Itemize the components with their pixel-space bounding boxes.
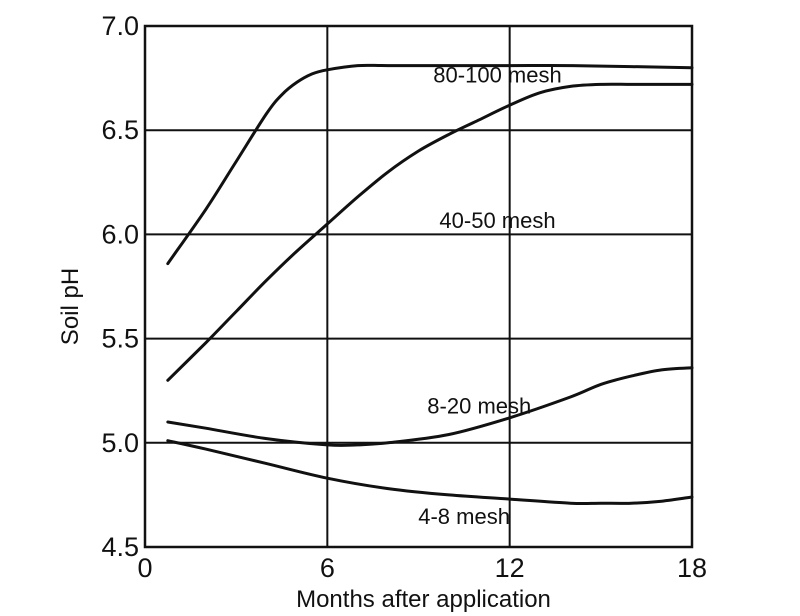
- x-tick-label: 18: [677, 553, 707, 583]
- y-tick-label: 6.5: [101, 115, 139, 145]
- y-tick-label: 5.5: [101, 324, 139, 354]
- series-lines: [166, 63, 694, 506]
- x-axis-title: Months after application: [296, 586, 551, 613]
- series-label-8-20-mesh: 8-20 mesh: [427, 394, 531, 419]
- series-line-4-8-mesh: [166, 439, 694, 506]
- series-label-40-50-mesh: 40-50 mesh: [439, 208, 555, 233]
- y-axis-ticks: 4.5 5.0 5.5 6.0 6.5 7.0: [101, 11, 139, 562]
- y-tick-label: 6.0: [101, 219, 139, 249]
- x-tick-label: 0: [137, 553, 152, 583]
- y-tick-label: 4.5: [101, 532, 139, 562]
- series-label-4-8-mesh: 4-8 mesh: [418, 504, 510, 529]
- y-axis-title: Soil pH: [57, 268, 84, 345]
- x-tick-label: 12: [495, 553, 525, 583]
- series-label-80-100-mesh: 80-100 mesh: [433, 62, 561, 87]
- y-tick-label: 7.0: [101, 11, 139, 41]
- x-axis-ticks: 0 6 12 18: [137, 553, 707, 583]
- y-tick-label: 5.0: [101, 428, 139, 458]
- plot-frame: [143, 24, 694, 549]
- grid-lines: [145, 26, 692, 547]
- series-labels: 80-100 mesh 40-50 mesh 8-20 mesh 4-8 mesh: [418, 62, 561, 529]
- series-line-8-20-mesh: [166, 366, 694, 447]
- x-tick-label: 6: [320, 553, 335, 583]
- series-line-40-50-mesh: [166, 82, 694, 382]
- series-line-80-100-mesh: [166, 63, 694, 266]
